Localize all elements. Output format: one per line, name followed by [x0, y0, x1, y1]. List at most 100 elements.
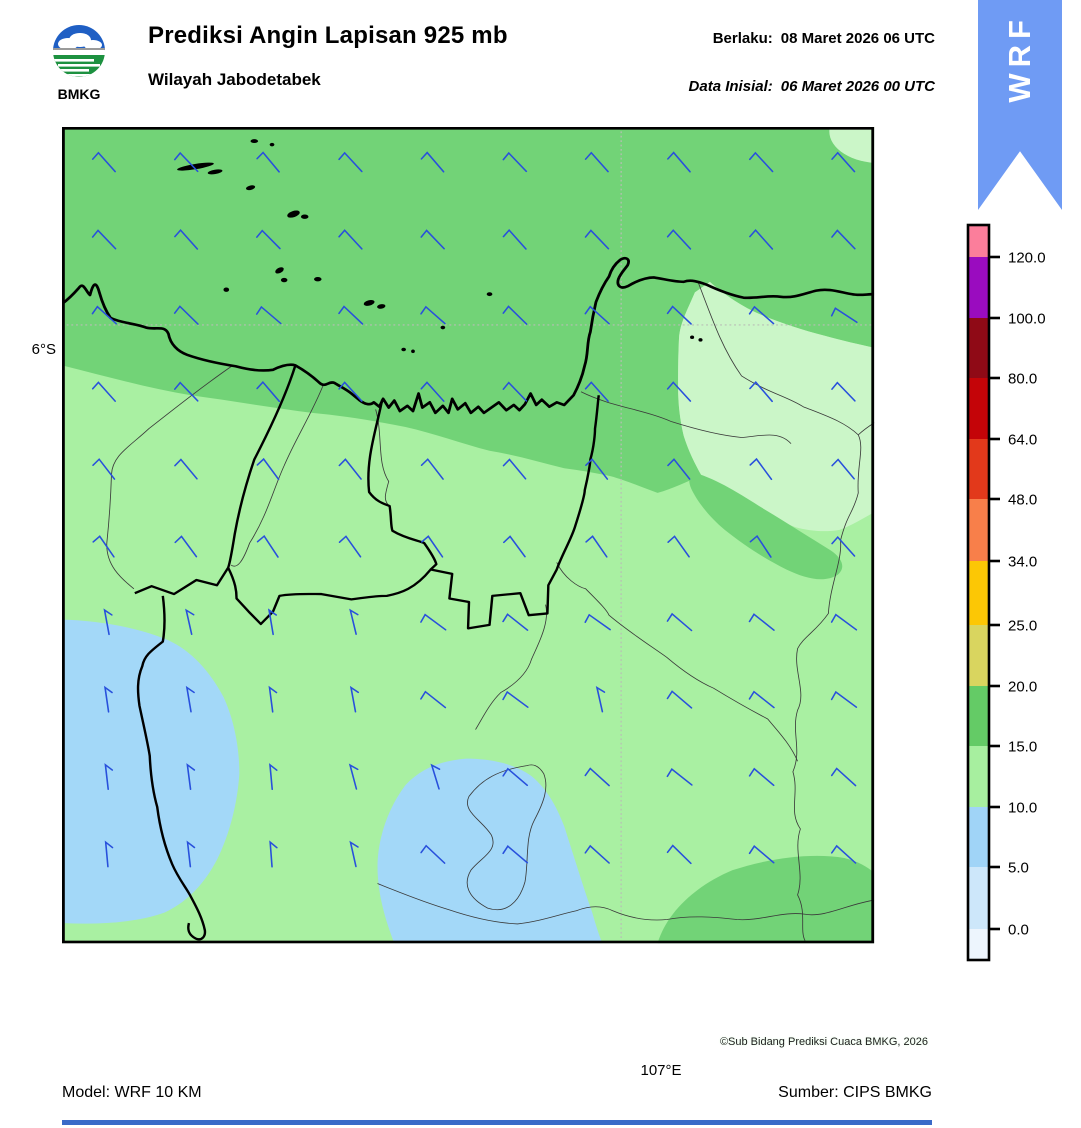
wind-barb	[174, 229, 199, 250]
islands	[177, 139, 703, 354]
island	[411, 349, 415, 354]
wind-barb	[267, 608, 278, 636]
wind-barb	[256, 229, 281, 250]
colorbar-tick-label: 25.0	[1008, 618, 1037, 635]
district-boundaries	[106, 280, 875, 941]
wind-barb	[502, 151, 528, 173]
wind-barb	[338, 151, 363, 173]
fill-mint-inland	[678, 281, 875, 532]
wind-barb	[667, 458, 691, 480]
wind-barb	[748, 845, 775, 864]
wind-barb	[92, 535, 115, 558]
colorbar-frame	[966, 223, 991, 962]
wind-barb	[749, 457, 773, 481]
district-boundary	[230, 384, 324, 567]
island	[207, 169, 223, 175]
wind-barb	[103, 685, 113, 713]
wind-barb	[174, 535, 198, 558]
district-boundary	[475, 604, 547, 730]
wind-barb	[268, 685, 278, 713]
wind-barb	[349, 608, 359, 635]
wind-barb	[338, 458, 362, 480]
wind-barb	[502, 690, 529, 708]
wind-barb	[104, 840, 114, 868]
wind-barb	[256, 381, 281, 403]
wind-barb	[92, 458, 116, 480]
province-boundary	[134, 365, 297, 596]
province-boundaries	[134, 365, 600, 941]
wind-barb	[256, 457, 280, 481]
province-boundary	[227, 567, 432, 626]
colorbar-segment	[968, 499, 989, 561]
island	[698, 338, 703, 342]
wind-barb	[420, 458, 444, 480]
colorbar-segment	[968, 625, 989, 686]
wind-barb	[338, 305, 364, 325]
wind-barb	[749, 381, 773, 403]
wind-barb	[502, 613, 529, 631]
colorbar-segment	[968, 867, 989, 929]
wind-barb	[185, 685, 195, 713]
island	[287, 210, 300, 218]
island	[440, 325, 446, 330]
colorbar-segment	[968, 378, 989, 439]
wind-barb	[91, 229, 117, 250]
district-boundary	[377, 883, 875, 925]
colorbar-tick-label: 48.0	[1008, 492, 1037, 509]
colorbar-tick-label: 80.0	[1008, 371, 1037, 388]
wind-barb	[348, 763, 359, 790]
island	[401, 347, 406, 352]
wind-barb	[502, 305, 528, 325]
wind-barb	[502, 767, 529, 787]
wind-barb	[584, 305, 610, 325]
wind-barb	[420, 844, 446, 864]
wind-barb	[185, 608, 195, 636]
map-frame	[62, 127, 875, 944]
wind-barb	[186, 840, 196, 868]
wind-barb	[748, 613, 775, 631]
fill-mint-corner	[829, 127, 875, 163]
island	[223, 287, 230, 292]
wind-barb	[338, 535, 362, 558]
wind-barb	[666, 690, 693, 709]
wind-barb	[338, 229, 363, 250]
latitude-label: 6°S	[31, 341, 56, 358]
wind-barb	[174, 458, 198, 480]
province-boundary	[367, 395, 600, 630]
island	[269, 142, 275, 147]
wind-barb	[748, 151, 774, 173]
colorbar-segment	[968, 746, 989, 807]
init-time-label: Data Inisial:	[688, 78, 773, 95]
graticule	[62, 127, 875, 944]
init-time: Data Inisial: 06 Maret 2026 00 UTC	[435, 78, 935, 95]
district-boundary	[466, 764, 547, 910]
wind-barb	[502, 381, 528, 402]
colorbar-segment	[968, 807, 989, 867]
wind-barb	[584, 767, 610, 787]
wind-barb	[503, 535, 526, 558]
wind-barb	[584, 844, 610, 864]
valid-time-value: 08 Maret 2026 06 UTC	[780, 30, 935, 47]
wind-barb	[830, 844, 857, 864]
wind-barb	[831, 458, 855, 480]
wind-barb	[349, 840, 359, 868]
colorbar-tick-label: 15.0	[1008, 739, 1037, 756]
province-boundary	[136, 595, 207, 941]
wind-barb	[420, 381, 445, 402]
colorbar-tick-label: 0.0	[1008, 922, 1029, 939]
wind-barb	[91, 305, 118, 325]
wind-barb	[830, 613, 858, 631]
island	[363, 300, 375, 306]
coastline-path	[62, 256, 875, 415]
colorbar-tick-label: 5.0	[1008, 860, 1029, 877]
colorbar-segment	[968, 929, 989, 960]
wind-barb	[830, 690, 858, 708]
bottom-divider	[62, 1120, 932, 1125]
district-boundary	[375, 409, 390, 507]
wind-barb	[420, 151, 445, 173]
wind-speed-colorbar: 120.0 100.0 80.0 64.0 48.0 34.0 25.0 20.0 15.0 10…	[966, 223, 1046, 962]
wind-barb	[584, 613, 611, 631]
wind-barb	[584, 381, 609, 402]
island	[690, 335, 695, 339]
